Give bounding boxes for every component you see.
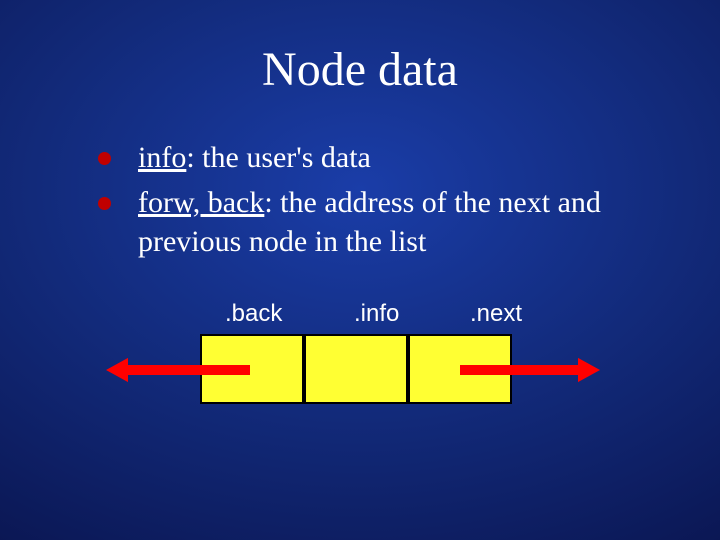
bullet-dot-icon [98,197,111,210]
bullet-list: info: the user's data forw, back: the ad… [98,138,660,267]
bullet-item: forw, back: the address of the next and … [98,183,660,261]
bullet-dot-icon [98,152,111,165]
field-label: .info [354,300,399,328]
slide-title: Node data [0,42,720,97]
field-label: .back [225,300,282,328]
pointer-arrows [90,350,630,430]
node-diagram: .back .info .next [90,300,630,460]
bullet-rest: : the user's data [186,141,371,174]
bullet-item: info: the user's data [98,138,660,177]
bullet-term: forw, back [138,186,264,219]
field-label: .next [470,300,522,328]
bullet-term: info [138,141,186,174]
